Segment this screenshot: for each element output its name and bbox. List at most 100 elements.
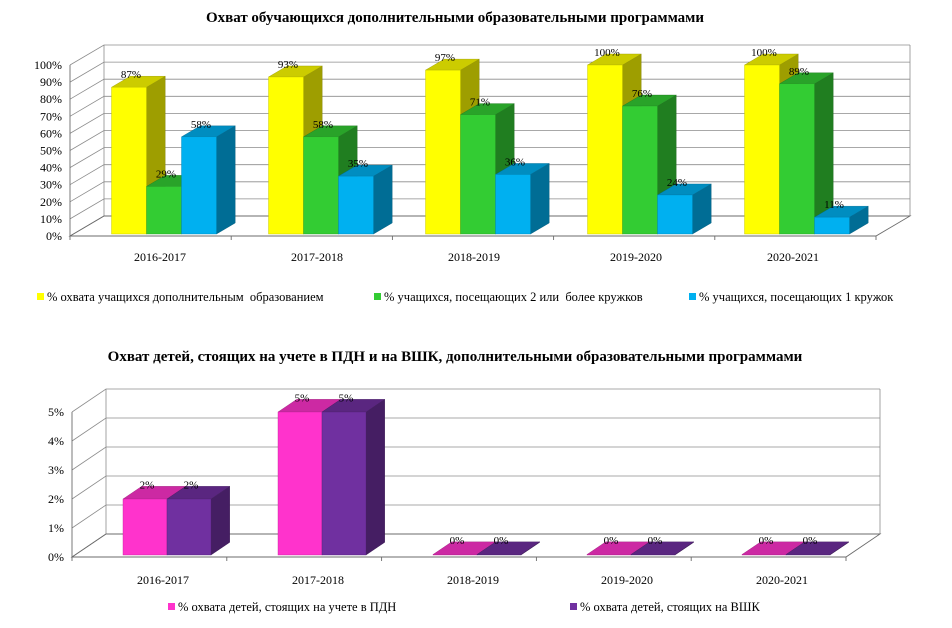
legend-swatch [689, 293, 696, 300]
gridline [71, 388, 880, 413]
bar [630, 541, 695, 556]
bar-front [744, 64, 780, 235]
bar-front [166, 498, 212, 556]
bar-front [277, 411, 323, 556]
x-tick-label: 2019-2020 [610, 250, 662, 264]
legend-item: % учащихся, посещающих 2 или более кружк… [374, 290, 643, 304]
data-label: 71% [470, 97, 490, 109]
bar-front [779, 83, 815, 235]
bar-front [432, 554, 478, 556]
legend-item: % учащихся, посещающих 1 кружок [689, 290, 894, 304]
bar [337, 164, 393, 235]
bar-front [303, 136, 339, 235]
legend-label: % охвата детей, стоящих на ВШК [580, 600, 760, 614]
bar [166, 485, 231, 556]
legend-swatch [168, 603, 175, 610]
chart2-title: Охват детей, стоящих на учете в ПДН и на… [108, 349, 803, 365]
bar-front [622, 105, 658, 235]
data-label: 100% [594, 47, 620, 59]
legend-label: % охвата учащихся дополнительным образов… [47, 290, 324, 304]
bar [110, 75, 166, 235]
bar-front [476, 554, 522, 556]
x-tick-label: 2018-2019 [448, 250, 500, 264]
y-tick-label: 4% [48, 434, 64, 448]
bar-front [630, 554, 676, 556]
data-label: 58% [191, 119, 211, 131]
data-label: 87% [121, 69, 141, 81]
y-tick-label: 10% [40, 212, 62, 226]
bar-front [268, 76, 304, 235]
bar-side [216, 125, 236, 235]
legend-item: % охвата учащихся дополнительным образов… [37, 290, 324, 304]
y-tick-label: 0% [46, 229, 62, 243]
data-label: 0% [604, 535, 619, 547]
legend-item: % охвата детей, стоящих на учете в ПДН [168, 600, 396, 614]
data-label: 5% [295, 392, 310, 404]
data-label: 35% [348, 158, 368, 170]
y-tick-label: 80% [40, 92, 62, 106]
bar-front [146, 186, 182, 235]
bar-side [373, 164, 393, 235]
legend-swatch [374, 293, 381, 300]
bar [785, 541, 850, 556]
y-tick-label: 3% [48, 463, 64, 477]
x-tick-label: 2016-2017 [134, 250, 186, 264]
y-tick-label: 60% [40, 126, 62, 140]
bar [621, 94, 677, 235]
gridline [71, 446, 880, 471]
y-tick-label: 40% [40, 161, 62, 175]
data-label: 24% [667, 177, 687, 189]
y-tick-label: 90% [40, 75, 62, 89]
y-tick-label: 50% [40, 144, 62, 158]
bar-side [365, 398, 385, 556]
y-tick-label: 70% [40, 109, 62, 123]
bar-front [586, 554, 632, 556]
floor [70, 533, 882, 558]
bar-front [338, 175, 374, 235]
x-tick-label: 2019-2020 [601, 573, 653, 587]
bar [656, 183, 712, 235]
bar [180, 125, 236, 235]
data-label: 76% [632, 88, 652, 100]
y-tick-label: 2% [48, 492, 64, 506]
data-label: 11% [824, 199, 844, 211]
data-label: 36% [505, 156, 525, 168]
bar [321, 398, 386, 556]
data-label: 58% [313, 119, 333, 131]
data-label: 0% [494, 535, 509, 547]
data-label: 5% [339, 392, 354, 404]
y-tick-label: 0% [48, 550, 64, 564]
bar-front [425, 69, 461, 235]
bar-front [111, 87, 147, 235]
data-label: 97% [435, 52, 455, 64]
bar-front [785, 554, 831, 556]
y-tick-label: 100% [34, 58, 62, 72]
bar-front [741, 554, 787, 556]
bar-front [814, 216, 850, 235]
x-tick-label: 2017-2018 [292, 573, 344, 587]
y-tick-label: 30% [40, 178, 62, 192]
bar-front [321, 411, 367, 556]
bar [778, 72, 834, 235]
bar-side [530, 163, 550, 235]
data-label: 0% [803, 535, 818, 547]
legend-swatch [570, 603, 577, 610]
chart1-title: Охват обучающихся дополнительными образо… [206, 10, 704, 26]
data-label: 89% [789, 66, 809, 78]
bar-front [122, 498, 168, 556]
bar [476, 541, 541, 556]
data-label: 93% [278, 59, 298, 71]
bar-front [587, 64, 623, 235]
legend-label: % учащихся, посещающих 2 или более кружк… [384, 290, 643, 304]
chart1-plot: 0% 10% 20% 30% 40% 50% 60% 70% 80% 90% 100% 2016-20… [34, 44, 912, 304]
y-tick-label: 5% [48, 405, 64, 419]
bar-front [181, 136, 217, 235]
x-tick-label: 2018-2019 [447, 573, 499, 587]
data-label: 2% [140, 479, 155, 491]
x-tick-label: 2020-2021 [767, 250, 819, 264]
legend-label: % охвата детей, стоящих на учете в ПДН [178, 600, 396, 614]
bar-front [460, 114, 496, 235]
x-tick-label: 2016-2017 [137, 573, 189, 587]
data-label: 100% [751, 47, 777, 59]
